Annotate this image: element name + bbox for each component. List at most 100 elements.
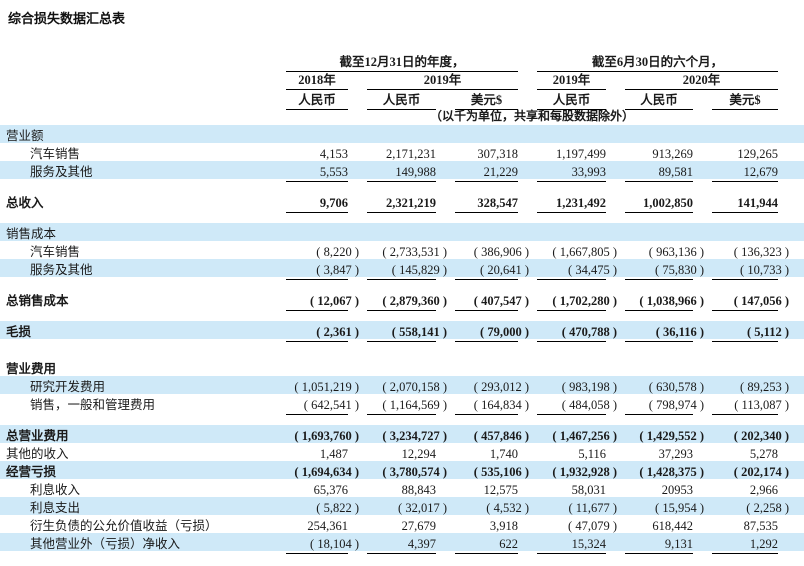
cell-2020h1-usd: 5,278 [749,447,778,461]
row-label: 总销售成本 [6,293,69,308]
cell-2019-rmb: ( 558,141 ) [361,325,449,342]
currency-header: 人民币 [361,89,449,110]
cell-2019h1-rmb: 33,993 [531,165,619,182]
cell-2020h1-rmb: ( 630,578 ) [648,380,704,394]
cell-2020h1-usd [706,144,791,146]
cell-2019h1-rmb: 1,197,499 [556,147,606,161]
cell-2020h1-usd: 87,535 [743,519,778,533]
cell-2020h1-rmb: ( 1,429,552 ) [639,429,704,443]
cell-2020h1-usd: 129,265 [737,147,778,161]
row-label: 经营亏损 [6,464,57,479]
period-group-annual: 截至12月31日的年度， [280,51,531,72]
cell-2018-rmb: 1,487 [319,447,348,461]
cell-2019-usd: 21,229 [449,165,531,182]
cell-2019-rmb: ( 2,879,360 ) [361,294,449,311]
cell-2020h1-usd [706,242,791,244]
cell-2020h1-rmb: 913,269 [652,147,693,161]
cell-2019-rmb: ( 2,070,158 ) [382,380,447,394]
row-label: 其他营业外（亏损）净收入 [30,536,181,551]
cell-2019-rmb [361,377,449,379]
cell-2018-rmb: ( 12,067 ) [280,294,361,311]
cell-2019-usd: ( 457,846 ) [473,429,529,443]
year-header-2019-interim: 2019年 [531,69,619,90]
cell-2018-rmb: ( 5,822 ) [316,501,359,515]
cell-2018-rmb [280,242,361,244]
cell-2020h1-rmb: 618,442 [652,519,693,533]
cell-2019h1-rmb: 15,324 [531,537,619,554]
currency-header: 美元$ [449,89,531,110]
table-row: 利息支出 ( 5,822 ) ( 32,017 ) ( 4,532 ) ( 11… [0,497,804,515]
cell-2019h1-rmb: ( 47,079 ) [568,519,617,533]
table-row: 衍生负债的公允价值收益（亏损） 254,361 27,679 3,918 ( 4… [0,515,804,533]
cell-2020h1-usd: ( 2,258 ) [746,501,789,515]
cell-2019h1-rmb: ( 34,475 ) [531,263,619,280]
row-label: 服务及其他 [30,164,93,179]
table-row: 汽车销售 ( 8,220 ) ( 2,733,531 ) ( 386,906 )… [0,241,804,259]
cell-2020h1-usd: 2,966 [749,483,778,497]
cell-2019-rmb: 12,294 [401,447,436,461]
year-header-2019-annual: 2019年 [361,69,531,90]
cell-2020h1-rmb: ( 798,974 ) [619,398,706,415]
cell-2020h1-rmb: 9,131 [619,537,706,554]
cell-2019-usd [449,377,531,379]
cell-2019-rmb: ( 1,164,569 ) [361,398,449,415]
cell-2019h1-rmb: ( 1,702,280 ) [531,294,619,311]
cell-2018-rmb: 5,553 [280,165,361,182]
cell-2019-rmb: ( 32,017 ) [398,501,447,515]
cell-2018-rmb: 4,153 [319,147,348,161]
row-label: 其他的收入 [6,446,69,461]
row-label: 利息收入 [30,482,81,497]
cell-2019-usd: ( 79,000 ) [449,325,531,342]
summary-table: 截至12月31日的年度， 截至6月30日的六个月， 2018年 2019年 20… [0,51,804,554]
cell-2019-usd: ( 535,106 ) [473,465,529,479]
row-label: 总收入 [6,195,44,210]
unit-note: （以千为单位，共享和每股数据除外） [429,109,634,123]
cell-2019h1-rmb: 58,031 [571,483,606,497]
table-row: 营业额 [0,125,804,143]
table-row: 总销售成本 ( 12,067 ) ( 2,879,360 ) ( 407,547… [0,290,804,311]
cell-2018-rmb: 9,706 [280,196,361,213]
period-group-header-row: 截至12月31日的年度， 截至6月30日的六个月， [0,51,804,72]
table-row: 毛损 ( 2,361 ) ( 558,141 ) ( 79,000 ) ( 47… [0,321,804,342]
cell-2019-usd: ( 407,547 ) [449,294,531,311]
table-row: 总营业费用 ( 1,693,760 ) ( 3,234,727 ) ( 457,… [0,425,804,443]
cell-2019h1-rmb: ( 1,467,256 ) [552,429,617,443]
row-label: 营业费用 [6,361,57,376]
cell-2020h1-usd: ( 136,323 ) [733,245,789,259]
cell-2020h1-rmb [619,242,706,244]
cell-2019h1-rmb: ( 484,058 ) [531,398,619,415]
cell-2019h1-rmb [531,144,619,146]
cell-2019-rmb: 88,843 [401,483,436,497]
period-group-interim: 截至6月30日的六个月， [531,51,791,72]
cell-2019h1-rmb [531,242,619,244]
cell-2019h1-rmb: ( 1,932,928 ) [552,465,617,479]
cell-2020h1-usd: 141,944 [706,196,791,213]
cell-2018-rmb [280,144,361,146]
cell-2019-usd: ( 164,834 ) [449,398,531,415]
cell-2020h1-rmb: ( 75,830 ) [619,263,706,280]
cell-2019h1-rmb: 1,231,492 [531,196,619,213]
table-row: 营业费用 [0,358,804,376]
row-label: 汽车销售 [30,146,81,161]
cell-2019-usd: 622 [449,537,531,554]
cell-2020h1-rmb: ( 963,136 ) [648,245,704,259]
cell-2020h1-rmb: 89,581 [619,165,706,182]
row-label: 衍生负债的公允价值收益（亏损） [30,518,218,533]
cell-2020h1-rmb: 20953 [661,483,693,497]
currency-header: 人民币 [531,89,619,110]
cell-2019-usd: ( 4,532 ) [486,501,529,515]
unit-note-row: （以千为单位，共享和每股数据除外） [0,107,804,125]
cell-2020h1-rmb: ( 1,428,375 ) [639,465,704,479]
cell-2020h1-rmb: ( 1,038,966 ) [619,294,706,311]
cell-2018-rmb: ( 1,693,760 ) [294,429,359,443]
currency-header: 人民币 [619,89,706,110]
cell-2018-rmb: ( 2,361 ) [280,325,361,342]
cell-2018-rmb: ( 3,847 ) [280,263,361,280]
cell-2019h1-rmb: 5,116 [578,447,606,461]
cell-2019-usd: 12,575 [483,483,518,497]
row-label: 销售成本 [6,226,57,241]
currency-header: 人民币 [280,89,361,110]
cell-2019-rmb: 149,988 [361,165,449,182]
table-row: 利息收入 65,376 88,843 12,575 58,031 20953 2… [0,479,804,497]
cell-2018-rmb: 254,361 [307,519,348,533]
